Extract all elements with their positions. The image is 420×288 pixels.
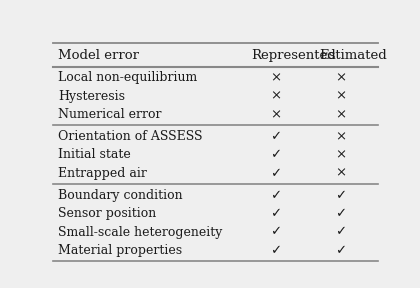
Text: ✓: ✓ <box>270 189 281 202</box>
Text: Initial state: Initial state <box>58 148 131 161</box>
Text: ✓: ✓ <box>270 226 281 238</box>
Text: Local non-equilibrium: Local non-equilibrium <box>58 71 197 84</box>
Text: ✓: ✓ <box>335 207 346 220</box>
Text: Orientation of ASSESS: Orientation of ASSESS <box>58 130 203 143</box>
Text: ×: × <box>335 167 346 180</box>
Text: Represented: Represented <box>251 49 336 62</box>
Text: ×: × <box>335 108 346 121</box>
Text: ×: × <box>270 108 281 121</box>
Text: ✓: ✓ <box>270 130 281 143</box>
Text: Entrapped air: Entrapped air <box>58 167 147 180</box>
Text: ✓: ✓ <box>270 207 281 220</box>
Text: Numerical error: Numerical error <box>58 108 162 121</box>
Text: Small-scale heterogeneity: Small-scale heterogeneity <box>58 226 223 238</box>
Text: Sensor position: Sensor position <box>58 207 157 220</box>
Text: ✓: ✓ <box>270 167 281 180</box>
Text: ✓: ✓ <box>335 244 346 257</box>
Text: ×: × <box>270 90 281 103</box>
Text: ✓: ✓ <box>270 148 281 161</box>
Text: ×: × <box>335 130 346 143</box>
Text: Boundary condition: Boundary condition <box>58 189 183 202</box>
Text: Model error: Model error <box>58 49 139 62</box>
Text: Estimated: Estimated <box>319 49 387 62</box>
Text: ×: × <box>335 148 346 161</box>
Text: Hysteresis: Hysteresis <box>58 90 125 103</box>
Text: Material properties: Material properties <box>58 244 182 257</box>
Text: ×: × <box>335 90 346 103</box>
Text: ✓: ✓ <box>270 244 281 257</box>
Text: ✓: ✓ <box>335 189 346 202</box>
Text: ×: × <box>335 71 346 84</box>
Text: ✓: ✓ <box>335 226 346 238</box>
Text: ×: × <box>270 71 281 84</box>
